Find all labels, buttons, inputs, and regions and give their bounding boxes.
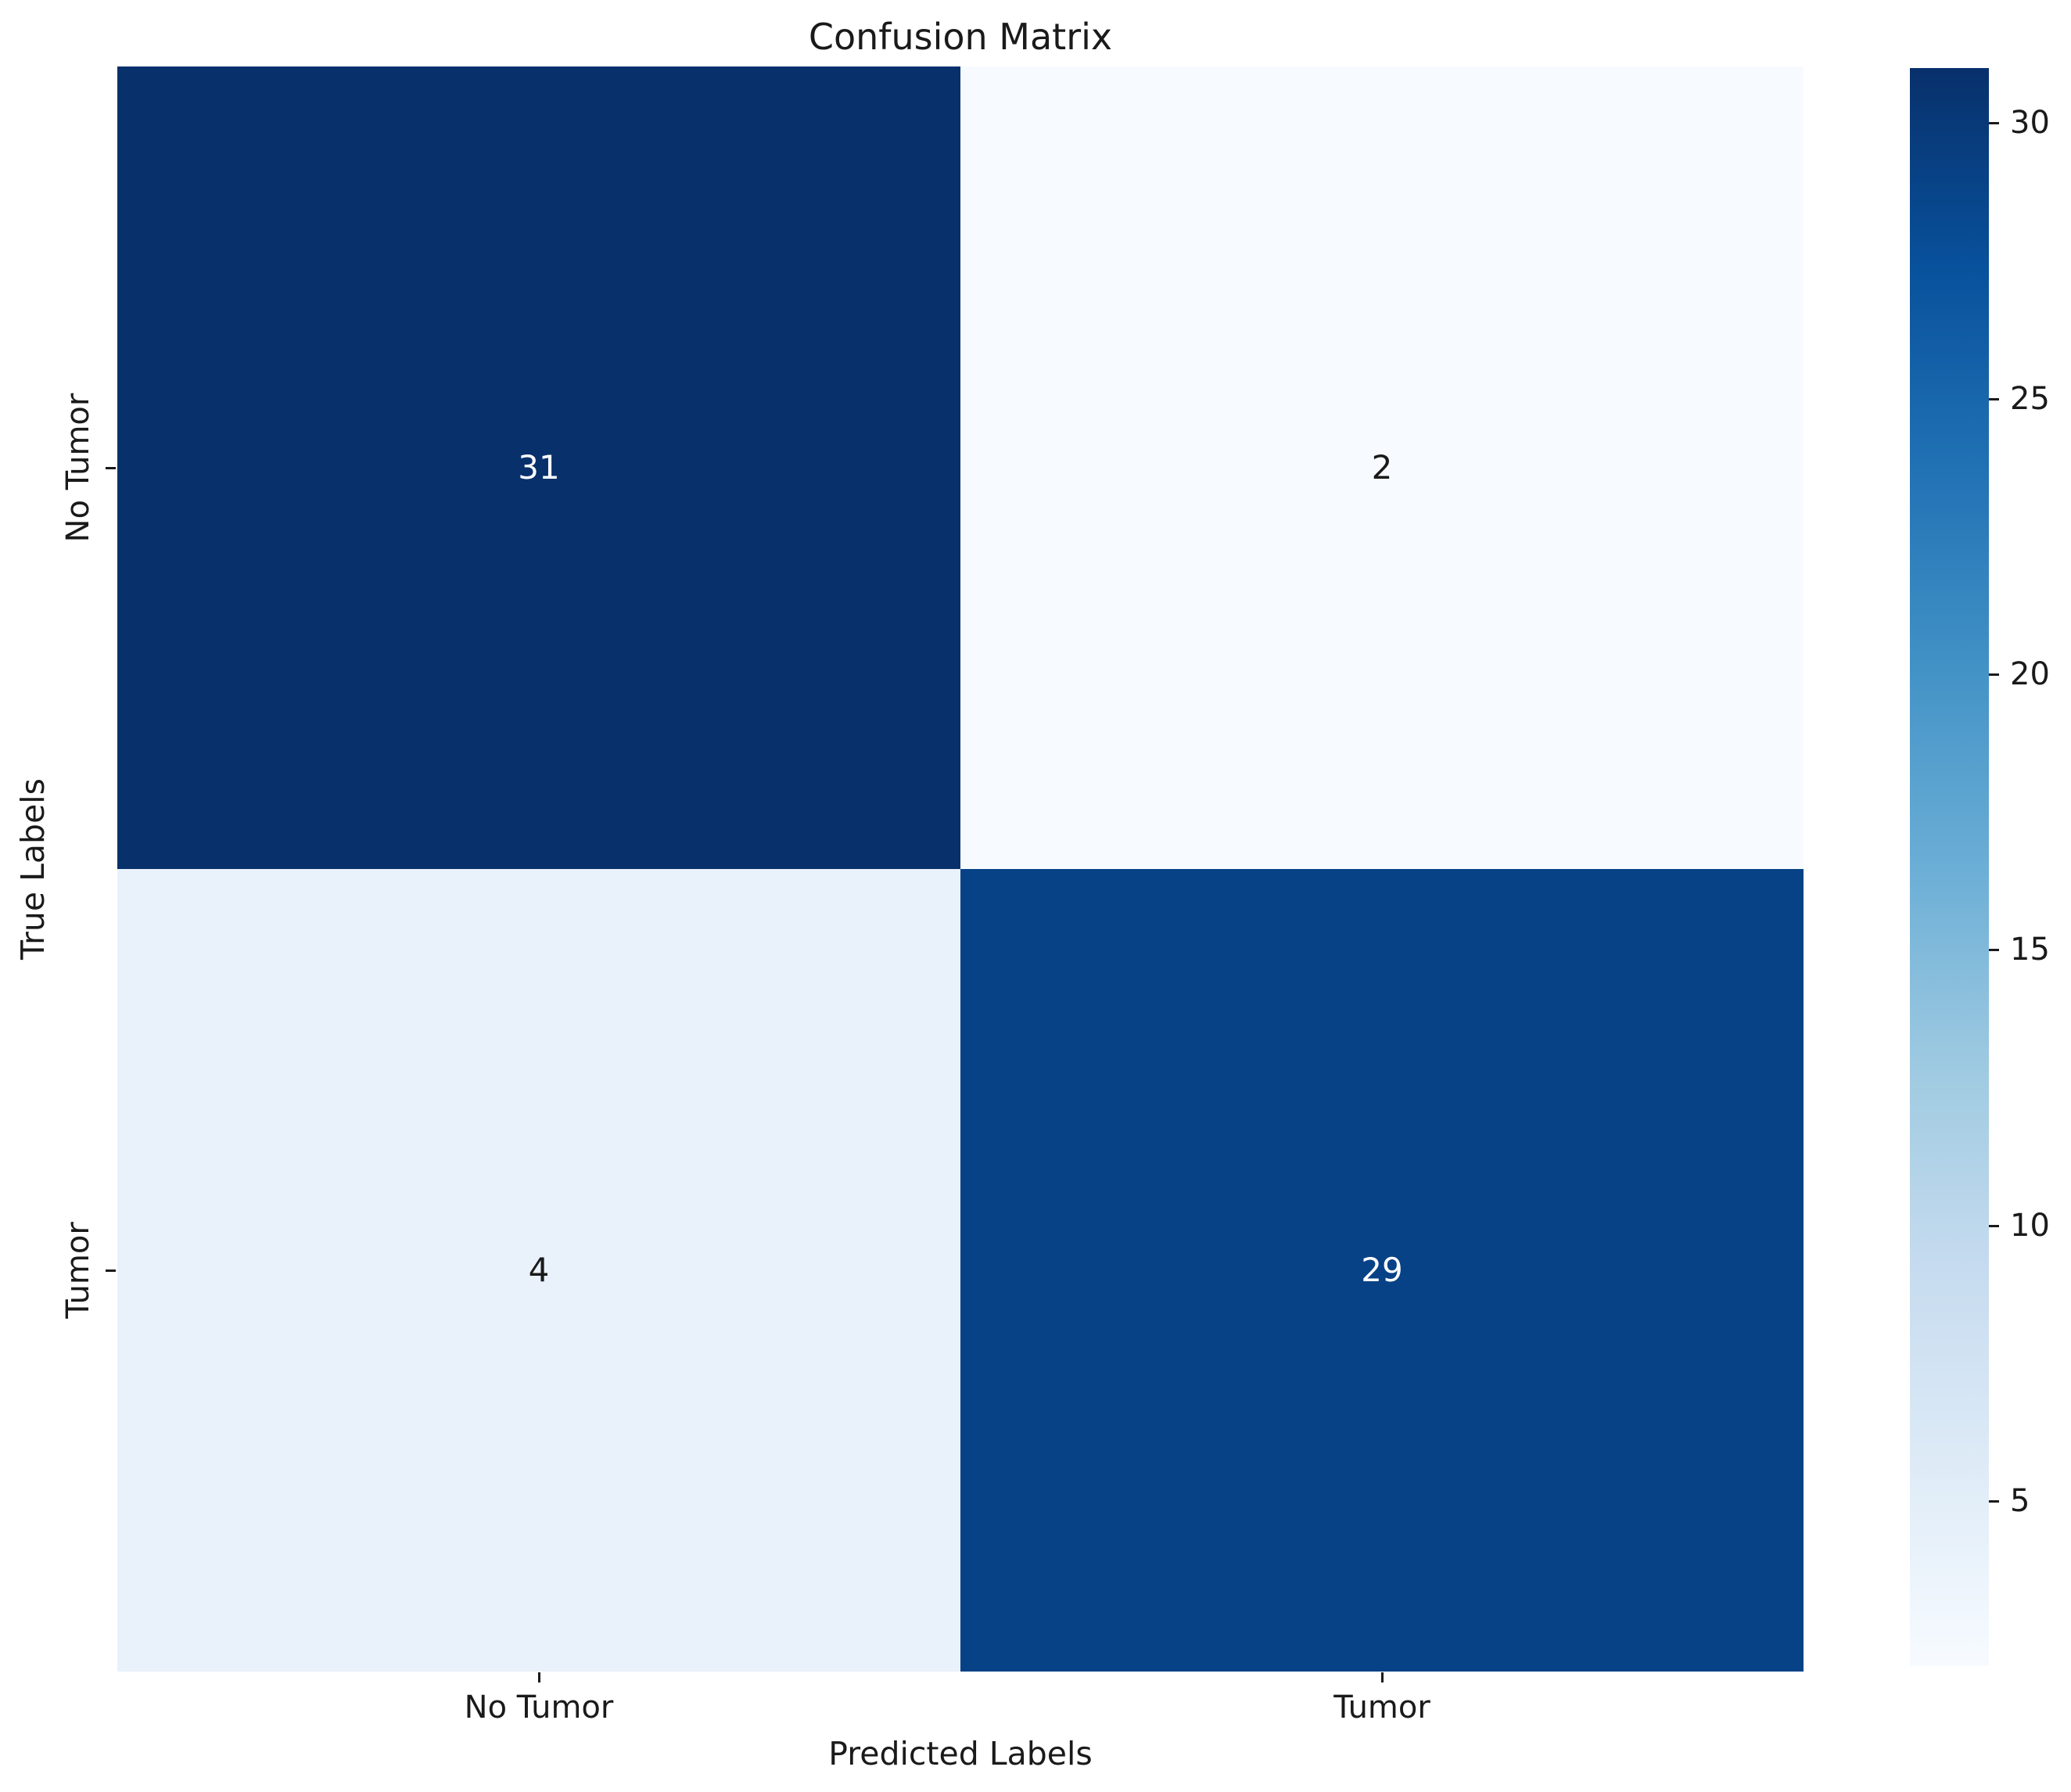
colorbar-tick-mark [1989, 1224, 1999, 1227]
y-tick-mark [106, 1269, 116, 1272]
colorbar-tick-mark [1989, 1499, 1999, 1503]
colorbar-gradient [1910, 68, 1989, 1666]
colorbar-tick-label: 15 [2010, 932, 2050, 968]
y-axis-label: True Labels [14, 777, 52, 961]
cell-value: 2 [1371, 448, 1393, 487]
y-tick-label-tumor: Tumor [60, 1222, 96, 1319]
colorbar-tick: 10 [1989, 1210, 2050, 1241]
colorbar-tick-label: 20 [2010, 656, 2050, 692]
colorbar-tick-mark [1989, 948, 1999, 951]
colorbar-tick: 5 [1989, 1485, 2030, 1517]
heatmap-cell-true-notumor-pred-notumor: 31 [117, 66, 960, 869]
heatmap-cell-true-notumor-pred-tumor: 2 [960, 66, 1804, 869]
colorbar-tick-label: 25 [2010, 381, 2050, 417]
y-tick-label-no-tumor: No Tumor [60, 393, 96, 543]
cell-value: 31 [518, 448, 560, 487]
x-tick-label-tumor: Tumor [1333, 1690, 1430, 1726]
x-tick-label-no-tumor: No Tumor [464, 1690, 614, 1726]
colorbar-tick: 30 [1989, 107, 2050, 138]
cell-value: 4 [528, 1251, 550, 1289]
colorbar-tick-label: 30 [2010, 105, 2050, 141]
colorbar-tick: 25 [1989, 383, 2050, 415]
colorbar-tick-mark [1989, 121, 1999, 124]
cell-value: 29 [1361, 1251, 1403, 1289]
heatmap-cell-true-tumor-pred-tumor: 29 [960, 869, 1804, 1672]
colorbar-tick-mark [1989, 673, 1999, 676]
colorbar-tick-label: 5 [2010, 1483, 2030, 1519]
x-axis-label: Predicted Labels [828, 1735, 1093, 1772]
heatmap-cell-true-tumor-pred-notumor: 4 [117, 869, 960, 1672]
colorbar-tick-mark [1989, 397, 1999, 400]
colorbar-tick: 20 [1989, 659, 2050, 690]
heatmap-grid: 31 2 4 29 [117, 66, 1804, 1672]
x-tick-mark [538, 1672, 540, 1682]
colorbar-tick-label: 10 [2010, 1208, 2050, 1244]
chart-title: Confusion Matrix [808, 16, 1113, 58]
x-tick-mark [1381, 1672, 1384, 1682]
colorbar-tick: 15 [1989, 934, 2050, 965]
y-tick-mark [106, 467, 116, 469]
